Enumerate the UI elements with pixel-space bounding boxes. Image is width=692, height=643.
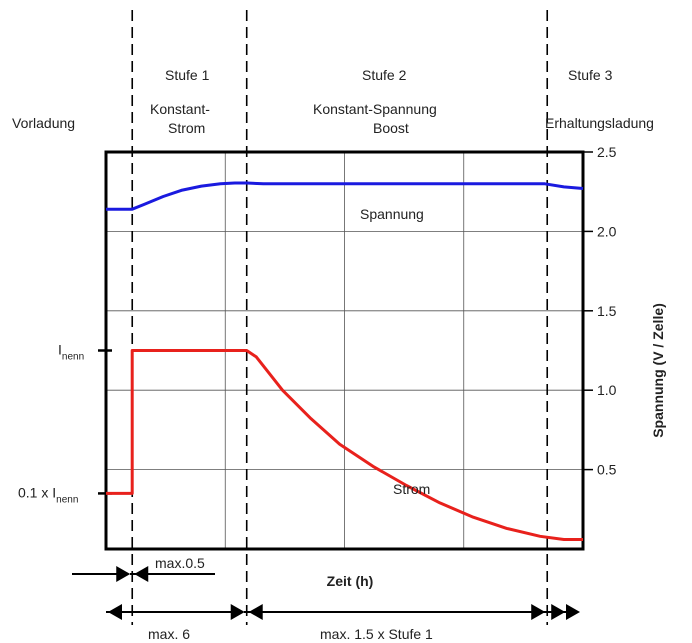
inenn-label: 0.1 x Inenn	[18, 484, 78, 505]
stage-name: Konstant-Spannung	[313, 101, 437, 117]
stage-name-vorladung: Vorladung	[12, 115, 75, 131]
arrow-head	[531, 604, 546, 620]
stage-number: Stufe 1	[165, 67, 210, 83]
arrow-head	[108, 604, 122, 620]
stage-number: Stufe 3	[568, 67, 613, 83]
stage-name: Konstant-	[150, 101, 210, 117]
arrow-head	[566, 604, 580, 620]
annotation-vorladung-duration: max.0.5	[155, 555, 205, 571]
series-label-spannung: Spannung	[360, 206, 424, 222]
y-tick-label: 1.5	[597, 303, 617, 319]
series-line-strom	[106, 349, 583, 541]
arrow-head	[230, 604, 245, 620]
inenn-subscript: nenn	[62, 352, 84, 363]
arrow-head	[551, 604, 566, 620]
stage-name: Boost	[373, 120, 409, 136]
stage-number: Stufe 2	[362, 67, 407, 83]
annotation-stage1-duration: max. 6	[148, 626, 190, 642]
annotation-stage2-duration: max. 1.5 x Stufe 1	[320, 626, 433, 642]
y-tick-label: 2.5	[597, 144, 617, 160]
inenn-subscript: nenn	[56, 494, 78, 505]
x-axis-label: Zeit (h)	[327, 573, 374, 589]
y-tick-label: 2.0	[597, 223, 617, 239]
series-label-strom: Strom	[393, 481, 430, 497]
y-tick-label: 0.5	[597, 462, 617, 478]
stage-name: Erhaltungsladung	[545, 115, 654, 131]
y-axis-label: Spannung (V / Zelle)	[650, 303, 666, 438]
arrow-head	[248, 604, 263, 620]
stage-name: Strom	[168, 120, 205, 136]
inenn-label: Inenn	[58, 342, 84, 363]
y-tick-label: 1.0	[597, 382, 617, 398]
series-line-spannung	[106, 181, 584, 211]
arrow-head	[116, 566, 131, 582]
